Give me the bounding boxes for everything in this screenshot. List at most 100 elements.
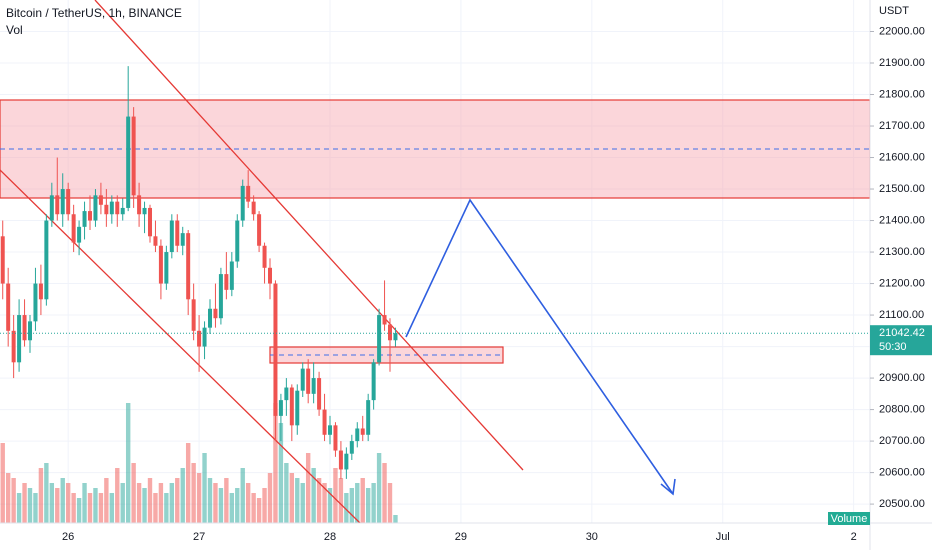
candle-body [22, 315, 27, 341]
volume-bar [327, 488, 333, 523]
volume-bar [365, 488, 371, 523]
volume-bar [344, 493, 349, 523]
candle-body [88, 211, 92, 221]
volume-bar [71, 493, 76, 523]
volume-bar [49, 483, 55, 523]
volume-bar [376, 453, 382, 523]
candle-body [355, 428, 360, 442]
volume-bar [300, 483, 305, 523]
volume-bar [65, 483, 71, 523]
y-tick-label: 21200.00 [879, 277, 925, 289]
volume-bar [136, 483, 142, 523]
x-tick-label: 27 [193, 531, 205, 543]
candle-body [6, 283, 11, 331]
candle-body [268, 267, 272, 284]
last-price-label: 21042.42 [879, 327, 925, 339]
candle-body [251, 201, 256, 215]
candle-body [191, 299, 196, 331]
candle-body [366, 400, 371, 435]
candle-body [240, 185, 245, 221]
volume-bar [180, 468, 185, 523]
candle-body [393, 333, 398, 341]
y-tick-label: 21400.00 [879, 214, 925, 226]
volume-bar [240, 468, 245, 523]
volume-bar [185, 443, 191, 523]
x-tick-label: Jul [716, 531, 730, 543]
candle-body [137, 195, 142, 215]
volume-bar [191, 463, 196, 523]
volume-bar [256, 498, 262, 523]
candle-body [186, 233, 191, 300]
volume-bar [316, 478, 322, 523]
volume-bar [131, 463, 136, 523]
volume-bar [229, 493, 235, 523]
last-price-box [870, 325, 932, 356]
candle-body [344, 453, 349, 470]
x-tick-label: 29 [455, 531, 467, 543]
candle-body [235, 220, 240, 262]
candle-body [55, 195, 60, 215]
candle-body [109, 201, 114, 215]
candle-body [273, 283, 278, 416]
candle-body [153, 236, 158, 246]
volume-bar [33, 493, 38, 523]
volume-bar [115, 468, 120, 523]
subtitle: Vol [6, 23, 23, 37]
volume-bar [175, 478, 180, 523]
candle-body [284, 387, 289, 401]
candle-body [382, 315, 387, 325]
volume-bar [251, 493, 256, 523]
volume-bar [355, 483, 360, 523]
candle-body [126, 116, 131, 208]
volume-bar [27, 488, 33, 523]
price-axis-panel [870, 0, 932, 550]
volume-bar [278, 423, 284, 523]
candle-body [311, 378, 316, 394]
candle-body [328, 425, 332, 435]
candle-body [33, 283, 38, 322]
volume-bar [338, 478, 344, 523]
candles [0, 66, 870, 479]
y-tick-label: 21800.00 [879, 88, 925, 100]
volume-bar [349, 488, 355, 523]
y-tick-label: 21300.00 [879, 246, 925, 258]
volume-bar [55, 488, 60, 523]
volume-bar [142, 488, 147, 523]
y-tick-label: 21500.00 [879, 183, 925, 195]
volume-bar [164, 493, 169, 523]
volume-bar [322, 483, 327, 523]
countdown-label: 50:30 [879, 341, 907, 353]
candle-body [257, 214, 262, 246]
y-tick-label: 21600.00 [879, 151, 925, 163]
volume-label: Volume [831, 513, 868, 525]
volume-bar [333, 468, 338, 523]
volume-bar [93, 488, 98, 523]
candle-body [202, 327, 207, 347]
x-tick-label: 28 [324, 531, 336, 543]
volume-bar [158, 483, 164, 523]
volume-bar [147, 478, 153, 523]
candle-body [131, 116, 136, 196]
candle-body [93, 195, 98, 221]
volume-bar [224, 478, 229, 523]
candle-body [300, 368, 305, 391]
y-tick-label: 20600.00 [879, 466, 925, 478]
candle-body [11, 330, 16, 363]
x-tick-label: 2 [851, 531, 857, 543]
candle-body [17, 315, 22, 363]
volume-bar [295, 478, 300, 523]
volume-bar [235, 488, 240, 523]
y-tick-label: 20700.00 [879, 435, 925, 447]
volume-bar [202, 453, 207, 523]
candle-body [197, 330, 202, 347]
volume-bar [393, 515, 398, 523]
volume-bar [44, 463, 49, 523]
candle-body [377, 315, 382, 363]
volume-bar [305, 453, 311, 523]
candle-body [338, 450, 343, 470]
candle-body [49, 195, 54, 221]
candle-body [120, 207, 125, 215]
channel-upper [94, 0, 524, 471]
candle-body [82, 211, 87, 227]
candle-body [224, 274, 229, 290]
